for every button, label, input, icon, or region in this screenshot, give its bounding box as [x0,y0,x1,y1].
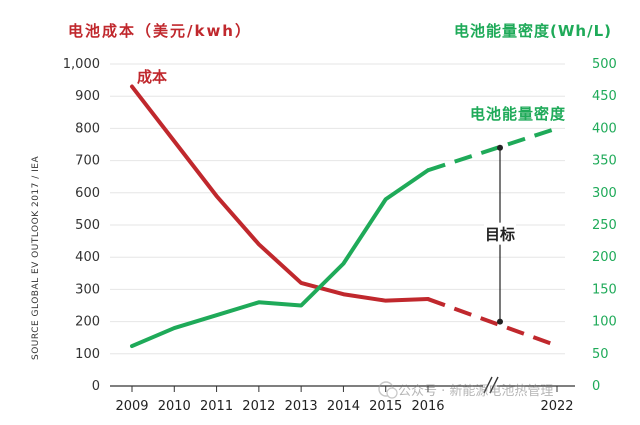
series-line-cost [130,84,430,303]
x-tick-label: 2015 [369,399,402,414]
target-label: 目标 [485,226,515,244]
x-tick-label: 2012 [242,399,275,414]
axis-break-mark [483,376,493,394]
watermark-text: 公众号 · 新能源电池热管理 [398,383,553,399]
x-tick-label: 2011 [200,399,233,414]
right-tick-label: 250 [592,218,617,233]
right-tick-label: 150 [592,282,617,297]
left-tick-label: 300 [75,282,100,297]
x-tick-label: 2010 [158,399,191,414]
right-tick-label: 450 [592,89,617,104]
x-tick-label: 2022 [540,399,573,414]
x-tick-label: 2014 [327,399,360,414]
wechat-icon-inner [386,387,398,399]
left-tick-label: 700 [75,154,100,169]
target-point-cost [497,318,503,325]
right-tick-label: 400 [592,121,617,136]
right-tick-label: 100 [592,315,617,330]
right-tick-label: 350 [592,154,617,169]
axes-layer: 0 100 200 300 400 500 600 700 800 900 1,000 0 50 100 1… [63,57,617,414]
left-tick-label: 100 [75,347,100,362]
left-tick-label: 200 [75,315,100,330]
series-layer [130,84,558,349]
x-tick-label: 2009 [115,399,148,414]
series-projection-density [427,126,558,173]
right-tick-label: 200 [592,250,617,265]
right-tick-label: 0 [592,379,600,394]
right-tick-label: 50 [592,347,609,362]
left-tick-label: 1,000 [63,57,100,72]
x-tick-label: 2013 [285,399,318,414]
grid-layer [110,63,565,355]
series-label-density: 电池能量密度 [470,105,566,123]
axis-break-mark [489,376,499,394]
left-tick-label: 800 [75,121,100,136]
left-axis-title: 电池成本（美元/kwh） [68,22,252,40]
x-tick-label: 2016 [411,399,444,414]
series-projection-cost [427,297,558,348]
right-tick-label: 500 [592,57,617,72]
right-axis-title: 电池能量密度(Wh/L) [454,22,612,40]
left-tick-label: 900 [75,89,100,104]
right-tick-label: 300 [592,186,617,201]
left-tick-label: 500 [75,218,100,233]
watermark: 公众号 · 新能源电池热管理 [378,381,553,399]
left-tick-label: 600 [75,186,100,201]
series-label-cost: 成本 [137,68,167,86]
left-tick-label: 0 [92,379,100,394]
series-line-density [130,168,430,349]
source-label: SOURCE GLOBAL EV OUTLOOK 2017 / IEA [31,156,41,360]
left-tick-label: 400 [75,250,100,265]
target-label-bg [484,222,516,245]
target-point-density [497,144,503,151]
